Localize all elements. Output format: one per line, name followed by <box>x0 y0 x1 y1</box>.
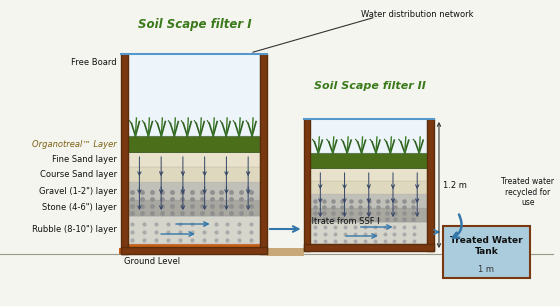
Bar <box>119 248 269 254</box>
Text: Course Sand layer: Course Sand layer <box>40 170 116 179</box>
Bar <box>310 222 427 244</box>
Text: Treated water
recycled for
use: Treated water recycled for use <box>501 177 554 207</box>
Bar <box>310 119 427 153</box>
Bar <box>120 246 267 254</box>
Bar <box>310 194 427 208</box>
Bar <box>310 208 427 222</box>
Bar <box>260 54 267 254</box>
Text: Treated Water
Tank: Treated Water Tank <box>450 236 522 256</box>
Text: Water distribution network: Water distribution network <box>361 9 473 18</box>
Bar <box>310 168 427 181</box>
Bar <box>120 247 267 254</box>
Bar <box>120 54 128 254</box>
Text: Free Board: Free Board <box>71 58 116 66</box>
Bar <box>128 167 260 182</box>
Bar <box>128 182 260 200</box>
Bar <box>443 226 530 278</box>
Text: Gravel (1-2") layer: Gravel (1-2") layer <box>39 186 116 196</box>
Bar <box>310 181 427 194</box>
Bar <box>128 152 260 167</box>
Text: 1 m: 1 m <box>478 266 494 274</box>
Bar <box>128 200 260 216</box>
Bar <box>304 244 434 251</box>
Text: 1.2 m: 1.2 m <box>443 181 467 189</box>
Text: Stone (4-6") layer: Stone (4-6") layer <box>42 203 116 212</box>
Bar <box>128 136 260 152</box>
Text: Rubble (8-10") layer: Rubble (8-10") layer <box>32 226 116 234</box>
Text: Filtrate from SSF I: Filtrate from SSF I <box>306 218 380 226</box>
Bar <box>427 119 434 251</box>
Bar <box>128 54 260 136</box>
Text: Ground Level: Ground Level <box>124 258 180 267</box>
Text: Organotreal™ Layer: Organotreal™ Layer <box>32 140 116 148</box>
Text: Soil Scape filter I: Soil Scape filter I <box>138 17 252 31</box>
Bar <box>120 242 267 251</box>
Bar <box>304 119 310 251</box>
Text: Soil Scape filter II: Soil Scape filter II <box>314 81 426 91</box>
Bar <box>267 248 304 256</box>
Bar <box>128 216 260 244</box>
Bar <box>310 153 427 168</box>
Text: Fine Sand layer: Fine Sand layer <box>52 155 116 164</box>
